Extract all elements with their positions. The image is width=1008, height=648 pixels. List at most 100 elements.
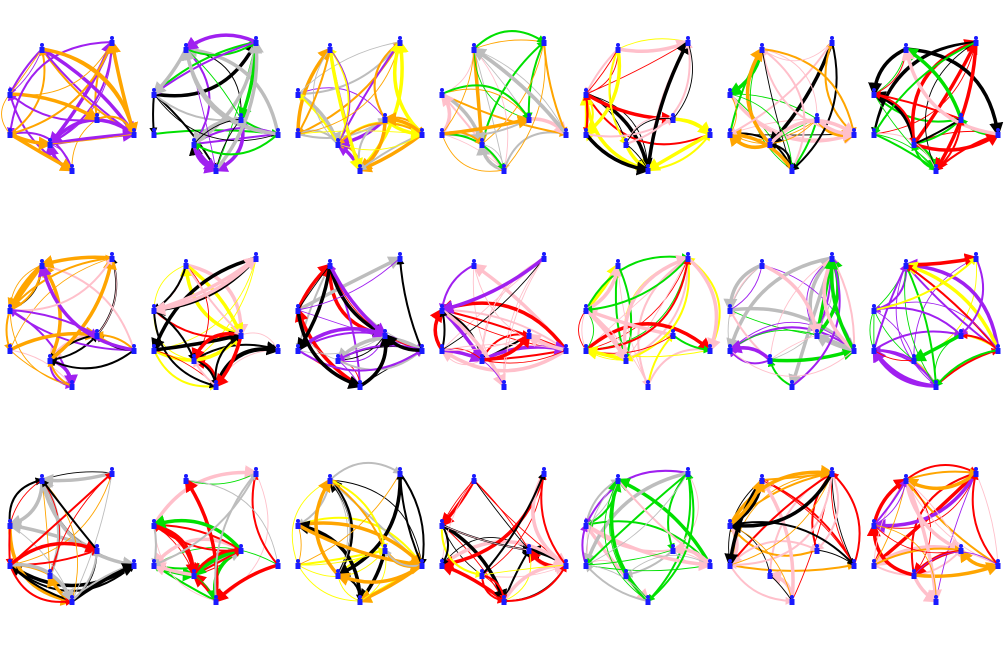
edge (297, 87, 386, 120)
node-icon (439, 344, 445, 354)
node-icon (151, 128, 157, 138)
edge (584, 308, 628, 363)
edge (71, 548, 101, 602)
node-icon (645, 164, 651, 174)
node-icon (871, 304, 877, 314)
edge (873, 523, 937, 602)
node-icon (583, 559, 589, 569)
node-icon (670, 329, 676, 339)
edge (49, 40, 116, 145)
node-icon (419, 344, 425, 354)
edge (761, 263, 823, 338)
node-icon (151, 88, 157, 98)
node-icon (191, 354, 197, 364)
node-icon (789, 380, 795, 390)
edge (729, 521, 856, 567)
node-icon (327, 474, 333, 484)
edge (903, 258, 1000, 351)
edge (728, 472, 833, 569)
edge (473, 479, 530, 551)
node-icon (382, 329, 388, 339)
edge (912, 548, 962, 578)
edge (329, 479, 351, 576)
edge (297, 48, 331, 136)
edge (769, 346, 857, 363)
node-icon (707, 559, 713, 569)
edge (625, 257, 689, 361)
edge (723, 263, 763, 313)
edge (297, 257, 401, 312)
edge (871, 41, 977, 136)
node-icon (583, 128, 589, 138)
node-icon (645, 380, 651, 390)
edge (872, 347, 937, 388)
node-icon (851, 559, 857, 569)
edge (769, 334, 818, 361)
network-panel-14 (869, 252, 1001, 390)
node-icon (789, 595, 795, 605)
edge (873, 472, 977, 529)
edge (584, 472, 689, 567)
node-icon (759, 259, 765, 269)
edge (934, 349, 999, 388)
node-icon (526, 329, 532, 339)
node-icon (397, 36, 403, 46)
edge (336, 336, 423, 362)
edge (9, 256, 113, 312)
node-icon (829, 467, 835, 477)
edge (185, 264, 243, 337)
edge (729, 349, 855, 377)
edge (240, 332, 279, 351)
edge (9, 309, 99, 336)
node-icon (623, 354, 629, 364)
edge (296, 92, 339, 145)
edge (503, 563, 567, 603)
node-icon (213, 164, 219, 174)
edge (41, 479, 61, 576)
node-icon (419, 559, 425, 569)
node-icon (727, 304, 733, 314)
edge (728, 41, 833, 135)
edge (473, 48, 506, 171)
edge (761, 479, 855, 566)
node-icon (623, 569, 629, 579)
edge (441, 133, 505, 172)
edge (297, 523, 425, 571)
edge (580, 523, 588, 566)
node-icon (238, 329, 244, 339)
edge (830, 472, 855, 566)
node-icon (911, 569, 917, 579)
node-icon (501, 380, 507, 390)
edge (904, 264, 999, 351)
node-icon (7, 304, 13, 314)
edge (526, 333, 567, 352)
node-icon (903, 43, 909, 53)
edge (37, 262, 135, 352)
edge (905, 479, 962, 551)
edge (873, 256, 978, 311)
edge (152, 48, 188, 96)
edge (250, 471, 279, 566)
edge (441, 257, 545, 351)
edge (48, 349, 135, 370)
node-icon (357, 164, 363, 174)
node-icon (685, 467, 691, 477)
edge (439, 348, 567, 373)
node-icon (295, 88, 301, 98)
node-icon (933, 595, 939, 605)
node-icon (439, 128, 445, 138)
node-icon (7, 344, 13, 354)
node-icon (583, 304, 589, 314)
edge (935, 472, 977, 602)
edge (193, 118, 242, 145)
edge (359, 332, 394, 388)
edge (873, 309, 915, 361)
node-icon (69, 380, 75, 390)
node-icon (973, 467, 979, 477)
edge (625, 554, 711, 576)
node-icon (727, 519, 733, 529)
node-icon (526, 544, 532, 554)
edge (153, 523, 200, 578)
edge (6, 41, 113, 136)
edge (624, 549, 674, 578)
